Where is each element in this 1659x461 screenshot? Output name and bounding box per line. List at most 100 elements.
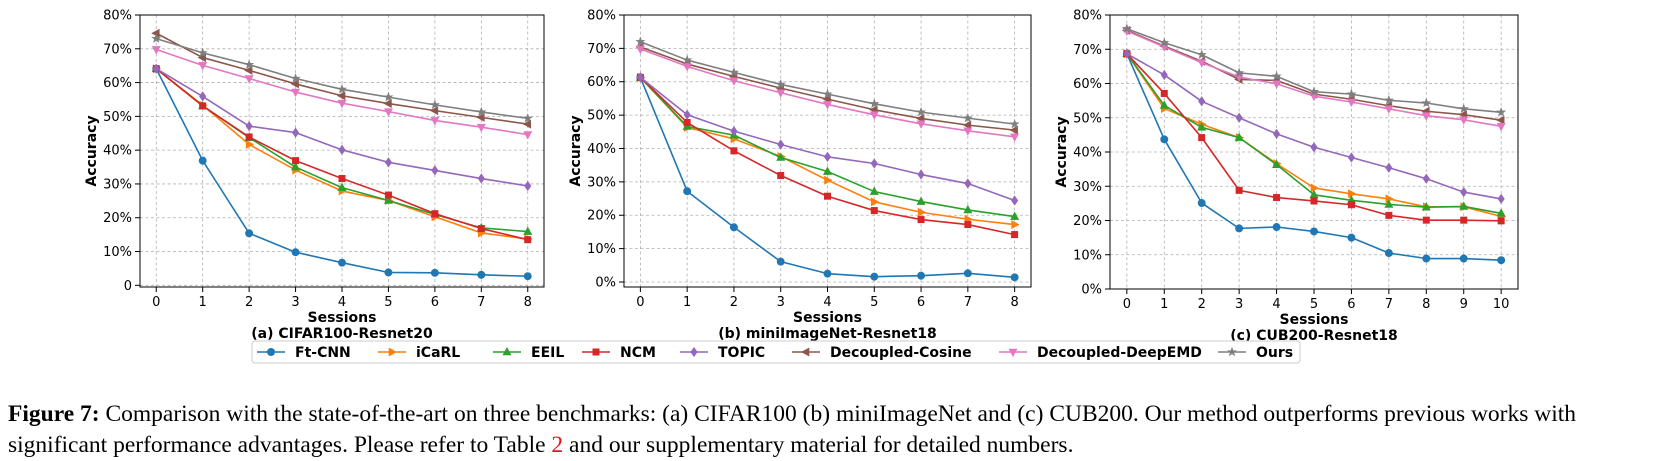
legend-item-decoupled-cosine: Decoupled-Cosine bbox=[792, 345, 972, 361]
data-point bbox=[1421, 202, 1431, 211]
series-decoupled-deepemd bbox=[151, 46, 533, 140]
x-axis-label: Sessions bbox=[1280, 312, 1349, 328]
data-point bbox=[636, 72, 644, 83]
data-point bbox=[477, 225, 485, 233]
legend-label: Decoupled-Cosine bbox=[830, 345, 972, 361]
series-decoupled-deepemd bbox=[635, 45, 1020, 142]
legend-marker bbox=[267, 348, 275, 356]
table-reference-link[interactable]: 2 bbox=[551, 432, 564, 458]
x-tick-label: 6 bbox=[431, 295, 439, 310]
legend-label: iCaRL bbox=[416, 345, 460, 361]
data-point bbox=[822, 166, 833, 175]
data-point bbox=[1272, 223, 1281, 231]
data-point bbox=[962, 112, 973, 123]
y-axis-label: Accuracy bbox=[1054, 116, 1070, 187]
y-tick-label: 10% bbox=[103, 245, 132, 260]
data-point bbox=[1121, 23, 1132, 33]
legend-marker bbox=[1008, 348, 1018, 358]
data-point bbox=[1459, 116, 1469, 125]
data-point bbox=[338, 175, 346, 183]
data-point bbox=[384, 268, 393, 277]
x-tick-label: 7 bbox=[477, 295, 485, 310]
y-tick-label: 50% bbox=[1073, 111, 1102, 126]
data-point bbox=[291, 127, 300, 138]
legend: Ft-CNN iCaRL EEIL NCM TOPIC Decoupled-Cosine D… bbox=[251, 340, 1301, 364]
legend-label: TOPIC bbox=[718, 345, 765, 361]
data-point bbox=[1497, 256, 1506, 265]
data-point bbox=[1009, 118, 1020, 129]
x-tick-label: 10 bbox=[1493, 297, 1510, 312]
data-point bbox=[383, 195, 393, 204]
legend-marker bbox=[800, 347, 810, 357]
data-point bbox=[244, 65, 253, 75]
legend-label: Ours bbox=[1256, 345, 1293, 361]
data-point bbox=[683, 118, 691, 126]
data-point bbox=[1198, 134, 1206, 142]
series-decoupled-cosine bbox=[635, 42, 1018, 135]
data-point bbox=[963, 127, 973, 136]
data-point bbox=[1346, 98, 1356, 108]
data-point bbox=[291, 162, 301, 171]
data-point bbox=[1421, 97, 1432, 108]
data-point bbox=[1496, 123, 1506, 132]
data-point bbox=[383, 99, 392, 109]
x-tick-label: 3 bbox=[777, 295, 785, 310]
data-point bbox=[523, 226, 533, 235]
x-tick-label: 5 bbox=[870, 295, 878, 310]
caption-text-end: and our supplementary material for detai… bbox=[569, 432, 1074, 458]
data-point bbox=[776, 257, 785, 266]
data-point bbox=[824, 175, 833, 185]
legend-marker bbox=[1226, 346, 1238, 357]
data-point bbox=[151, 33, 162, 43]
data-point bbox=[1011, 231, 1019, 239]
data-point bbox=[199, 102, 207, 110]
data-point bbox=[524, 236, 532, 244]
data-point bbox=[245, 133, 253, 141]
data-point bbox=[1197, 122, 1207, 131]
chart-panel-3: 0% 10% 20% 30% 40% 50% 60% 70% 80% 0 1 2 3 4 5 6 7 8 9 10 Se… bbox=[1054, 9, 1519, 344]
data-point bbox=[1384, 105, 1394, 114]
data-point bbox=[290, 79, 299, 89]
data-point bbox=[1011, 220, 1020, 230]
series-decoupled-cosine bbox=[151, 28, 532, 129]
data-point bbox=[1010, 273, 1019, 282]
data-point bbox=[776, 89, 786, 98]
data-point bbox=[337, 99, 347, 109]
data-point bbox=[245, 121, 253, 132]
x-tick-label: 7 bbox=[964, 295, 972, 310]
figure-svg: 010%20%30%40%50%60%70%80%0 1 2 3 4 5 6 7 8Sessio… bbox=[84, 9, 1519, 364]
data-point bbox=[476, 106, 487, 117]
data-point bbox=[431, 165, 439, 176]
data-point bbox=[1422, 173, 1430, 184]
x-axis-label: Sessions bbox=[308, 310, 377, 326]
data-point bbox=[870, 207, 878, 215]
x-tick-label: 6 bbox=[917, 295, 925, 310]
legend-marker bbox=[592, 348, 600, 356]
y-tick-label: 20% bbox=[1073, 214, 1102, 229]
y-tick-label: 40% bbox=[103, 144, 132, 159]
data-point bbox=[430, 117, 440, 126]
data-point bbox=[777, 172, 785, 180]
legend-label: EEIL bbox=[531, 345, 564, 361]
x-axis-label: Sessions bbox=[793, 310, 862, 326]
data-point bbox=[1348, 189, 1357, 199]
legend-item-eeil: EEIL bbox=[493, 345, 564, 361]
data-point bbox=[683, 187, 692, 196]
figure: 0 10% 20% 30% 40% 50% 60% 70% 80% 0 1 2 3 4 5 6 7 8 Sessio… bbox=[84, 9, 1519, 364]
data-point bbox=[151, 28, 160, 38]
legend-item-topic: TOPIC bbox=[680, 345, 765, 361]
y-tick-label: 80% bbox=[103, 9, 132, 24]
y-tick-label: 20% bbox=[103, 211, 132, 226]
data-point bbox=[1234, 132, 1244, 141]
data-point bbox=[336, 84, 348, 94]
data-point bbox=[1010, 133, 1020, 142]
data-point bbox=[523, 272, 532, 281]
data-point bbox=[635, 36, 646, 46]
legend-marker bbox=[388, 347, 398, 357]
data-point bbox=[1383, 94, 1394, 105]
x-tick-label: 4 bbox=[823, 295, 831, 310]
data-point bbox=[522, 113, 533, 123]
x-tick-label: 9 bbox=[1460, 297, 1468, 312]
data-point bbox=[523, 131, 533, 140]
data-point bbox=[1159, 100, 1169, 109]
